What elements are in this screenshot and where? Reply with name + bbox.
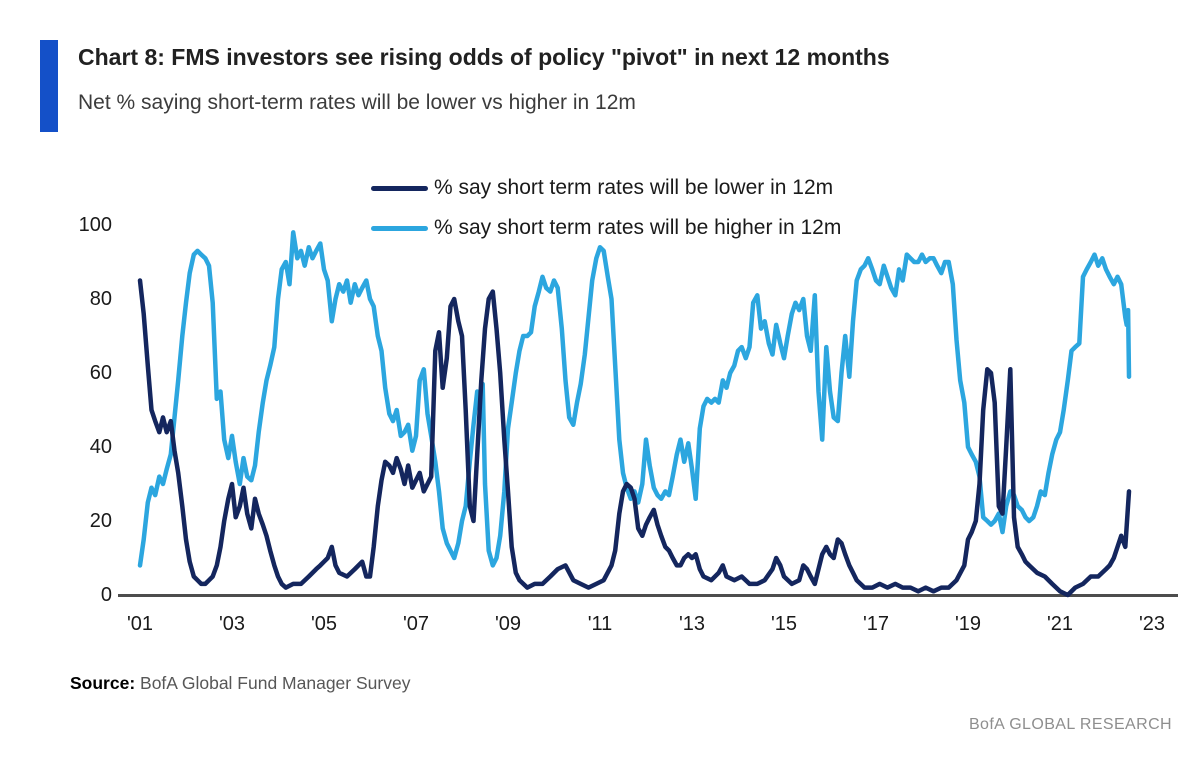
legend-label: % say short term rates will be lower in … — [434, 176, 834, 199]
y-tick-label: 0 — [100, 584, 112, 606]
x-tick-label: '15 — [770, 613, 798, 635]
x-tick-label: '05 — [310, 613, 338, 635]
x-tick-label: '17 — [862, 613, 890, 635]
x-tick-label: '09 — [494, 613, 522, 635]
x-tick-label: '01 — [126, 613, 154, 635]
y-tick-label: 60 — [89, 362, 112, 384]
source-label: Source: — [70, 673, 136, 693]
x-tick-label: '21 — [1046, 613, 1074, 635]
x-tick-label: '11 — [587, 613, 613, 635]
legend-item-higher: % say short term rates will be higher in… — [371, 208, 841, 248]
y-tick-label: 40 — [89, 436, 112, 458]
x-tick-label: '07 — [402, 613, 430, 635]
y-tick-label: 20 — [89, 510, 112, 532]
x-tick-label: '03 — [218, 613, 246, 635]
research-watermark: BofA GLOBAL RESEARCH — [968, 716, 1172, 733]
legend-swatch-lower — [371, 185, 428, 191]
x-tick-label: '23 — [1138, 613, 1166, 635]
accent-bar — [40, 40, 58, 132]
chart-subtitle: Net % saying short-term rates will be lo… — [78, 91, 636, 114]
x-tick-label: '13 — [678, 613, 706, 635]
y-tick-label: 80 — [89, 288, 112, 310]
legend-swatch-higher — [371, 225, 428, 231]
page-title: Chart 8: FMS investors see rising odds o… — [78, 44, 890, 70]
y-tick-label: 100 — [78, 214, 112, 236]
x-tick-label: '19 — [954, 613, 982, 635]
series-line-lower — [137, 278, 1132, 598]
legend-label: % say short term rates will be higher in… — [434, 216, 842, 239]
legend-item-lower: % say short term rates will be lower in … — [371, 168, 841, 208]
source-line: Source: BofA Global Fund Manager Survey — [70, 673, 410, 694]
source-text: BofA Global Fund Manager Survey — [135, 673, 411, 693]
chart-legend: % say short term rates will be lower in … — [371, 168, 841, 248]
series-line-higher — [137, 230, 1132, 568]
